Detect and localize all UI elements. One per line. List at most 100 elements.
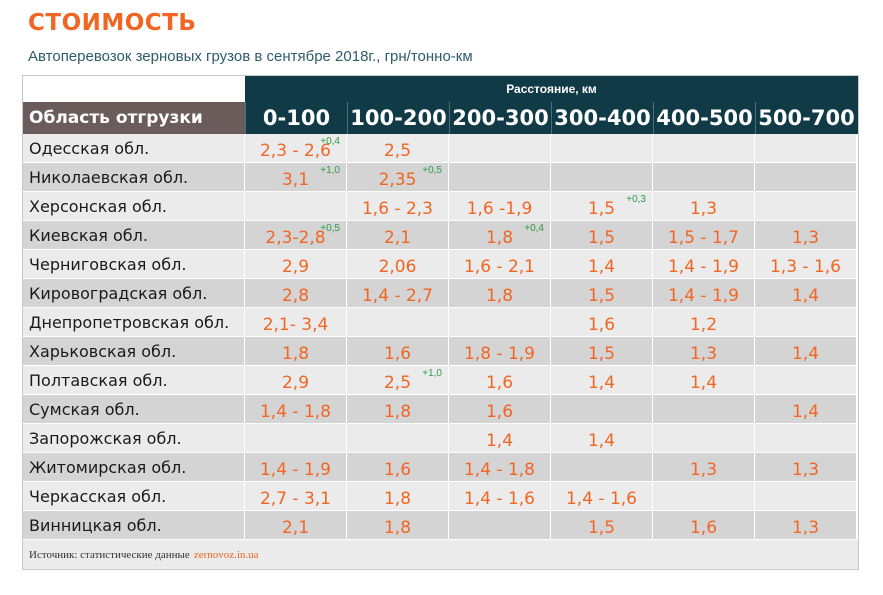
region-name: Николаевская обл. [23, 163, 245, 192]
price-cell: 2,1 [245, 511, 347, 540]
price-cell: 2,06 [347, 250, 449, 279]
price-cell [755, 482, 857, 511]
price-cell: 2,5 [347, 134, 449, 163]
price-cell: 1,4 [653, 366, 755, 395]
price-cell: 1,8 [347, 482, 449, 511]
price-cell: 2,9 [245, 250, 347, 279]
price-cell [653, 134, 755, 163]
table-header-corner [23, 76, 245, 102]
price-cell: 1,4 - 1,9 [653, 250, 755, 279]
region-column-header: Область отгрузки [23, 102, 245, 134]
price-value: 2,1 [281, 518, 310, 538]
table-row: Сумская обл. 1,4 - 1,8 1,8 1,6 1,4 [23, 395, 858, 424]
price-value: 2,06 [378, 257, 417, 277]
price-value: 2,9 [281, 257, 310, 277]
price-cell: 2,7 - 3,1 [245, 482, 347, 511]
price-value: 1,4 - 1,8 [463, 460, 535, 480]
price-cell: 1,5 - 1,7 [653, 221, 755, 250]
price-cell: 1,8 [449, 279, 551, 308]
table-row: Винницкая обл. 2,1 1,8 1,5 1,6 1,3 [23, 511, 858, 540]
table-row: Житомирская обл. 1,4 - 1,9 1,6 1,4 - 1,8 1,3… [23, 453, 858, 482]
price-cell: 1,3 [755, 453, 857, 482]
price-cell: 1,8 [347, 511, 449, 540]
price-table: Расстояние, км Область отгрузки 0-100 10… [22, 75, 859, 570]
price-cell: 1,6 [347, 337, 449, 366]
price-value: 2,5 [383, 373, 412, 393]
price-cell: 1,6 [551, 308, 653, 337]
price-value: 1,4 [587, 257, 616, 277]
price-cell: 1,3 [653, 453, 755, 482]
price-value: 2,8 [281, 286, 310, 306]
price-cell: 1,4 [755, 279, 857, 308]
price-change: +1,0 [422, 368, 442, 379]
price-change: +0,4 [320, 136, 340, 147]
price-change: +0,4 [524, 223, 544, 234]
price-value: 1,4 [791, 402, 820, 422]
price-cell: 1,4 - 1,9 [245, 453, 347, 482]
price-value: 1,3 [689, 460, 718, 480]
price-value: 1,3 [689, 199, 718, 219]
price-cell [449, 163, 551, 192]
price-value: 1,3 [791, 228, 820, 248]
region-name: Днепропетровская обл. [23, 308, 245, 337]
price-cell [551, 395, 653, 424]
column-header: 300-400 [551, 102, 653, 134]
price-value: 1,5 [587, 344, 616, 364]
price-cell: 2,3-2,8 +0,5 [245, 221, 347, 250]
price-cell: 1,3 [755, 511, 857, 540]
price-cell [755, 308, 857, 337]
table-row: Полтавская обл. 2,9 2,5 +1,0 1,6 1,4 1,4 [23, 366, 858, 395]
price-cell [449, 511, 551, 540]
price-value: 2,3 - 2,6 [259, 141, 331, 161]
region-name: Черкасская обл. [23, 482, 245, 511]
price-cell: 1,6 [347, 453, 449, 482]
region-name: Сумская обл. [23, 395, 245, 424]
price-value: 1,4 - 1,6 [463, 489, 535, 509]
source-site-link[interactable]: zernovoz.in.ua [193, 548, 259, 561]
price-cell [653, 482, 755, 511]
price-value: 2,7 - 3,1 [259, 489, 331, 509]
price-cell [245, 424, 347, 453]
price-value: 1,3 - 1,6 [769, 257, 841, 277]
price-change: +1,0 [320, 165, 340, 176]
price-cell: 1,4 [755, 337, 857, 366]
price-value: 2,3-2,8 [265, 228, 326, 248]
price-value: 1,8 [485, 228, 514, 248]
price-cell: 2,9 [245, 366, 347, 395]
price-value: 1,4 - 1,8 [259, 402, 331, 422]
price-cell: 1,4 - 1,6 [449, 482, 551, 511]
price-value: 3,1 [281, 170, 310, 190]
table-row: Харьковская обл. 1,8 1,6 1,8 - 1,9 1,5 1,3 1,4 [23, 337, 858, 366]
price-cell: 1,4 - 1,6 [551, 482, 653, 511]
price-change: +0,5 [320, 223, 340, 234]
price-cell: 1,4 - 1,8 [245, 395, 347, 424]
price-cell: 1,2 [653, 308, 755, 337]
price-value: 1,6 -1,9 [466, 199, 533, 219]
page-title: СТОИМОСТЬ [28, 10, 197, 36]
price-cell: 1,6 [449, 366, 551, 395]
price-value: 2,1- 3,4 [262, 315, 329, 335]
price-cell [449, 134, 551, 163]
price-cell [653, 395, 755, 424]
price-change: +0,5 [422, 165, 442, 176]
price-cell [653, 424, 755, 453]
price-value: 1,3 [689, 344, 718, 364]
price-value: 1,8 [485, 286, 514, 306]
price-cell: 1,8 +0,4 [449, 221, 551, 250]
price-value: 1,6 [485, 402, 514, 422]
table-row: Николаевская обл. 3,1 +1,0 2,35 +0,5 [23, 163, 858, 192]
price-value: 1,8 - 1,9 [463, 344, 535, 364]
price-cell: 2,3 - 2,6 +0,4 [245, 134, 347, 163]
price-value: 1,4 [689, 373, 718, 393]
price-cell: 1,6 - 2,3 [347, 192, 449, 221]
table-row: Черкасская обл. 2,7 - 3,1 1,8 1,4 - 1,6 1,4 … [23, 482, 858, 511]
price-cell [347, 424, 449, 453]
price-value: 1,6 [689, 518, 718, 538]
price-value: 1,6 - 2,1 [463, 257, 535, 277]
distance-columns-header: 0-100 100-200 200-300 300-400 400-500 50… [245, 102, 857, 134]
table-row: Запорожская обл. 1,4 1,4 [23, 424, 858, 453]
price-cell: 1,6 -1,9 [449, 192, 551, 221]
price-value: 1,6 [587, 315, 616, 335]
price-cell: 2,5 +1,0 [347, 366, 449, 395]
price-cell [551, 453, 653, 482]
